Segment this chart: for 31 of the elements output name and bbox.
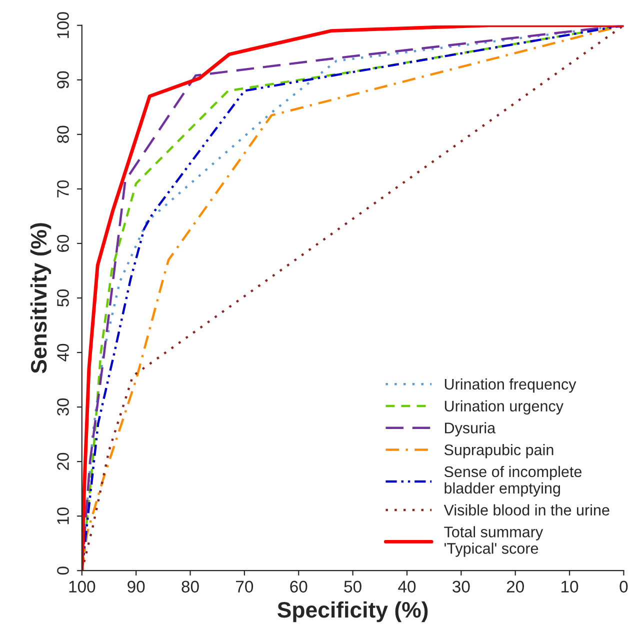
y-tick-label: 90 [57, 71, 69, 88]
y-tick-label: 70 [57, 180, 69, 198]
legend-label: Total summary 'Typical' score [444, 526, 544, 557]
legend-label: Visible blood in the urine [444, 504, 610, 516]
x-tick-label: 60 [290, 580, 308, 593]
y-tick-label: 60 [57, 234, 69, 252]
x-tick-label: 100 [69, 580, 96, 593]
x-tick-label: 0 [620, 580, 628, 593]
x-tick-label: 90 [128, 580, 145, 593]
x-axis-title: Specificity (%) [278, 601, 428, 622]
y-tick-label: 20 [57, 452, 69, 470]
y-tick-label: 100 [57, 12, 69, 38]
y-tick-label: 50 [57, 289, 69, 307]
x-tick-label: 70 [236, 580, 254, 593]
legend-label: Sense of incomplete bladder emptying [444, 466, 582, 497]
y-tick-label: 0 [57, 566, 69, 575]
y-tick-label: 80 [57, 126, 69, 143]
x-tick-label: 30 [452, 580, 470, 593]
legend-label: Suprapubic pain [444, 444, 554, 458]
y-tick-label: 30 [57, 398, 69, 416]
x-tick-label: 40 [398, 580, 416, 593]
x-tick-label: 10 [562, 580, 578, 593]
x-tick-label: 80 [182, 580, 199, 593]
legend-label: Urination frequency [444, 378, 576, 393]
y-tick-label: 40 [57, 344, 69, 362]
x-tick-label: 20 [506, 580, 524, 593]
y-tick-label: 10 [57, 507, 69, 524]
y-axis-title: Sensitivity (%) [30, 223, 52, 374]
legend-label: Dysuria [445, 422, 496, 436]
legend-label: Urination urgency [444, 400, 564, 415]
x-tick-label: 50 [344, 580, 362, 593]
